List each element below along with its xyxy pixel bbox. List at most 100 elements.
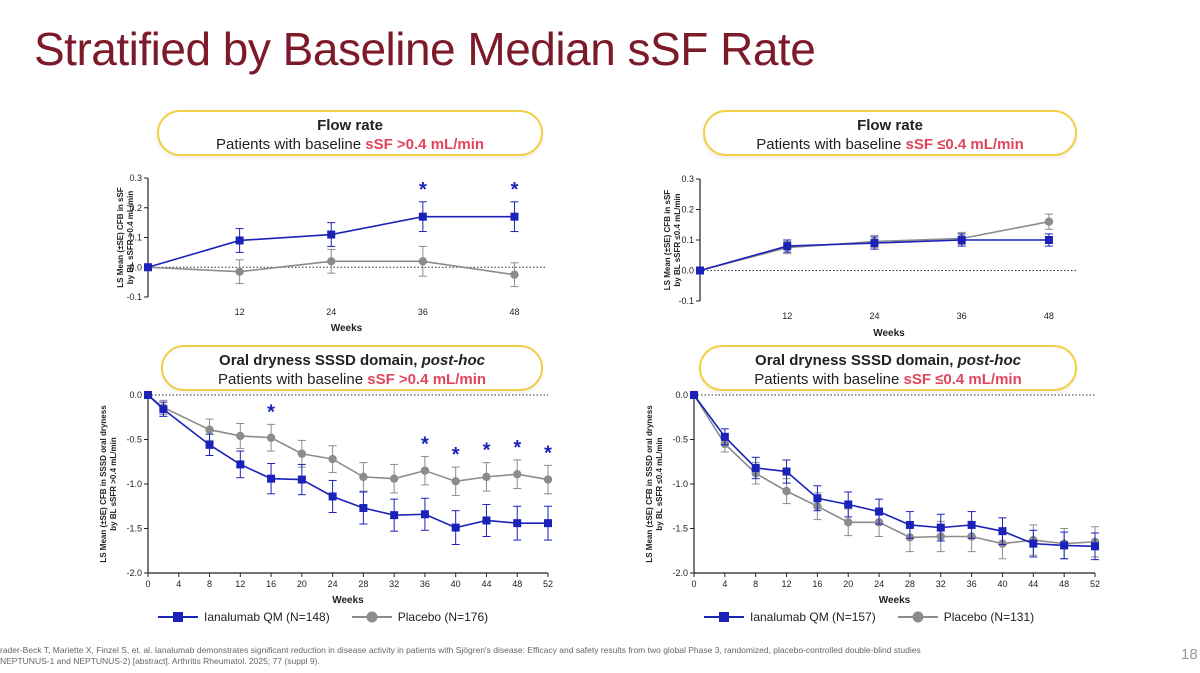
dryness-high-x-tick-label: 36 xyxy=(420,579,430,589)
legend-left-ianalumab-label: Ianalumab QM (N=148) xyxy=(204,610,330,624)
flow-high-x-tick-label: 36 xyxy=(418,307,428,317)
dryness-high-placebo-point xyxy=(451,477,460,486)
dryness-high-significance-star: * xyxy=(513,437,521,459)
dryness-high-placebo-point xyxy=(389,474,399,483)
flow-high-ianalumab-point xyxy=(418,212,427,221)
dryness-high-placebo-point xyxy=(482,472,491,482)
dryness-high-x-tick-label: 16 xyxy=(266,579,276,589)
dryness-high-x-axis-label: Weeks xyxy=(332,595,364,606)
dryness-low-ianalumab-point xyxy=(813,494,822,503)
dryness-low-y-axis-label: LS Mean (±SE) CFB in SSSD oral dryness xyxy=(645,405,654,563)
dryness-high-x-tick-label: 28 xyxy=(358,579,368,589)
pill-dryness-high-highlight: sSF >0.4 mL/min xyxy=(367,371,487,388)
pill-dryness-high-prefix: Patients with baseline xyxy=(217,371,368,388)
dryness-high-ianalumab-point xyxy=(420,510,429,519)
legend-right-placebo-label: Placebo (N=131) xyxy=(943,610,1035,624)
dryness-high-y-axis-label: by BL sSFR >0.4 mL/min xyxy=(109,437,118,531)
pill-dryness-low-heading-italic: post-hoc xyxy=(957,352,1021,369)
footnote-line-2: NEPTUNUS-1 and NEPTUNUS-2) [abstract]. A… xyxy=(0,656,320,666)
dryness-low-y-tick-label: -1.5 xyxy=(672,524,688,534)
dryness-low-x-tick-label: 20 xyxy=(843,579,853,589)
legend-left-ianalumab: Ianalumab QM (N=148) xyxy=(158,610,330,624)
flow-high-y-tick-label: -0.1 xyxy=(126,292,142,302)
dryness-low-x-tick-label: 44 xyxy=(1028,579,1038,589)
pill-dryness-low: Oral dryness SSSD domain, post-hoc Patie… xyxy=(699,345,1077,391)
dryness-high-significance-star: * xyxy=(267,401,275,423)
dryness-high-placebo-point xyxy=(297,449,307,458)
footnote-line-1: rader-Beck T, Mariette X, Finzel S, et. … xyxy=(0,645,921,655)
flow-low-y-axis-label: LS Mean (±SE) CFB in sSF xyxy=(663,190,672,291)
flow-high-ianalumab-point xyxy=(510,212,519,221)
dryness-high-ianalumab-point xyxy=(267,474,276,483)
flow-low-y-tick-label: 0.3 xyxy=(681,174,694,184)
flow-high-y-tick-label: 0.0 xyxy=(129,262,142,272)
legend-right: Ianalumab QM (N=157) Placebo (N=131) xyxy=(704,610,1056,624)
dryness-high-y-tick-label: -2.0 xyxy=(126,568,142,578)
dryness-high-x-tick-label: 44 xyxy=(481,579,491,589)
chart-flow-high: -0.1 0.0 0.1 0.2 0.3 12 24 36 48 Weeks LS Mean (±S… xyxy=(116,173,545,334)
dryness-low-y-tick-label: -1.0 xyxy=(672,479,688,489)
dryness-low-x-tick-label: 8 xyxy=(753,579,758,589)
flow-high-placebo-point xyxy=(235,267,244,276)
dryness-high-y-tick-label: -1.0 xyxy=(126,479,142,489)
dryness-high-placebo-point xyxy=(205,425,214,434)
dryness-high-ianalumab-point xyxy=(205,440,214,449)
ianalumab-marker-icon xyxy=(704,612,744,622)
dryness-high-ianalumab-point xyxy=(451,523,460,532)
pill-dryness-low-heading: Oral dryness SSSD domain, xyxy=(755,352,958,369)
dryness-low-x-tick-label: 48 xyxy=(1059,579,1069,589)
pill-flow-low-highlight: sSF ≤0.4 mL/min xyxy=(905,136,1024,153)
pill-flow-high-heading: Flow rate xyxy=(317,117,383,134)
flow-high-y-tick-label: 0.3 xyxy=(129,173,142,183)
dryness-low-ianalumab-point xyxy=(936,523,945,532)
dryness-high-y-tick-label: -0.5 xyxy=(126,435,142,445)
dryness-low-placebo-point xyxy=(844,518,853,527)
flow-high-significance-star: * xyxy=(419,179,427,201)
dryness-high-ianalumab-point xyxy=(144,391,152,399)
dryness-high-placebo-point xyxy=(513,470,522,479)
legend-left-placebo: Placebo (N=176) xyxy=(351,610,489,624)
dryness-high-x-tick-label: 24 xyxy=(328,579,338,589)
dryness-high-x-tick-label: 8 xyxy=(207,579,212,589)
dryness-high-placebo-point xyxy=(420,466,430,475)
placebo-marker-icon xyxy=(897,611,938,623)
dryness-low-x-tick-label: 36 xyxy=(967,579,977,589)
dryness-high-significance-star: * xyxy=(452,444,460,466)
dryness-low-x-tick-label: 24 xyxy=(874,579,884,589)
dryness-low-placebo-point xyxy=(782,486,791,496)
flow-low-y-tick-label: 0.1 xyxy=(681,235,694,245)
dryness-low-ianalumab-point xyxy=(690,391,698,399)
dryness-high-ianalumab-point xyxy=(513,519,522,528)
dryness-high-ianalumab-point xyxy=(159,405,168,414)
dryness-high-significance-star: * xyxy=(421,433,429,455)
flow-low-x-tick-label: 24 xyxy=(869,311,879,321)
dryness-high-x-tick-label: 48 xyxy=(512,579,522,589)
dryness-low-x-tick-label: 0 xyxy=(691,579,696,589)
dryness-low-ianalumab-line xyxy=(693,394,1096,548)
flow-high-significance-star: * xyxy=(511,179,519,201)
dryness-high-x-tick-label: 0 xyxy=(145,579,150,589)
flow-low-placebo-point xyxy=(1044,217,1054,226)
flow-high-x-axis-label: Weeks xyxy=(331,323,363,334)
legend-right-placebo: Placebo (N=131) xyxy=(897,610,1035,624)
dryness-low-ianalumab-point xyxy=(875,507,884,516)
dryness-low-ianalumab-point xyxy=(751,463,760,472)
dryness-low-ianalumab-point xyxy=(1029,539,1038,548)
dryness-high-ianalumab-point xyxy=(359,504,368,513)
flow-low-y-axis-label: by BL sSFR ≤0.4 mL/min xyxy=(673,193,682,286)
dryness-low-x-tick-label: 32 xyxy=(936,579,946,589)
dryness-low-x-tick-label: 52 xyxy=(1090,579,1100,589)
flow-high-y-axis-label: LS Mean (±SE) CFB in sSF xyxy=(116,187,125,288)
dryness-low-x-tick-label: 12 xyxy=(782,579,792,589)
legend-right-ianalumab-label: Ianalumab QM (N=157) xyxy=(750,610,876,624)
flow-high-ianalumab-point xyxy=(327,230,336,239)
pill-dryness-low-prefix: Patients with baseline xyxy=(754,371,904,388)
flow-low-ianalumab-point xyxy=(870,239,879,248)
dryness-high-significance-star: * xyxy=(544,442,552,464)
dryness-low-x-tick-label: 40 xyxy=(997,579,1007,589)
legend-left-placebo-label: Placebo (N=176) xyxy=(397,610,489,624)
dryness-low-ianalumab-point xyxy=(967,520,976,529)
dryness-high-x-tick-label: 20 xyxy=(297,579,307,589)
